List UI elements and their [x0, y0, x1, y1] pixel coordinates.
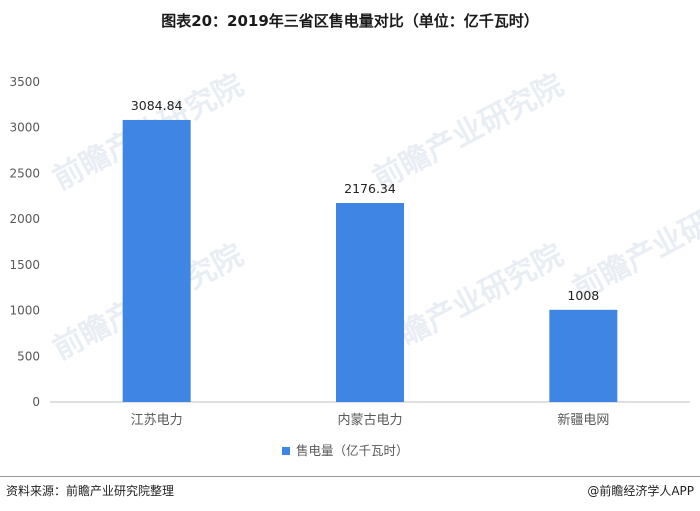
x-tick-label: 新疆电网	[557, 412, 609, 428]
watermark-text: 前瞻产业研究院	[367, 68, 569, 197]
y-tick-label: 3500	[9, 75, 40, 89]
data-label: 2176.34	[344, 181, 396, 196]
y-tick-label: 1500	[9, 258, 40, 272]
bar-2	[336, 203, 404, 402]
legend: 售电量（亿千瓦时）	[282, 443, 409, 458]
y-tick-label: 3000	[9, 121, 40, 135]
x-tick-label: 内蒙古电力	[337, 412, 402, 428]
legend-label: 售电量（亿千瓦时）	[296, 443, 409, 458]
data-labels: 3084.84 2176.34 1008	[131, 98, 599, 303]
brand-credit: @前瞻经济学人APP	[587, 484, 694, 498]
x-axis-ticks: 江苏电力 内蒙古电力 新疆电网	[131, 412, 610, 428]
y-axis-ticks: 0 500 1000 1500 2000 2500 3000 3500	[9, 75, 40, 409]
footer-divider	[0, 476, 700, 477]
data-label: 3084.84	[131, 98, 183, 113]
source-note: 资料来源：前瞻产业研究院整理	[6, 484, 175, 498]
y-tick-label: 2500	[9, 166, 40, 180]
y-tick-label: 0	[32, 395, 40, 409]
bar-3	[549, 309, 618, 402]
y-tick-label: 1000	[9, 304, 40, 318]
bar-1	[122, 119, 191, 402]
y-tick-label: 500	[17, 349, 40, 363]
y-tick-label: 2000	[9, 212, 40, 226]
data-label: 1008	[567, 288, 599, 303]
x-tick-label: 江苏电力	[131, 412, 183, 428]
legend-swatch	[282, 447, 290, 455]
chart-title: 图表20：2019年三省区售电量对比（单位：亿千瓦时）	[161, 12, 539, 30]
bars	[122, 119, 618, 402]
